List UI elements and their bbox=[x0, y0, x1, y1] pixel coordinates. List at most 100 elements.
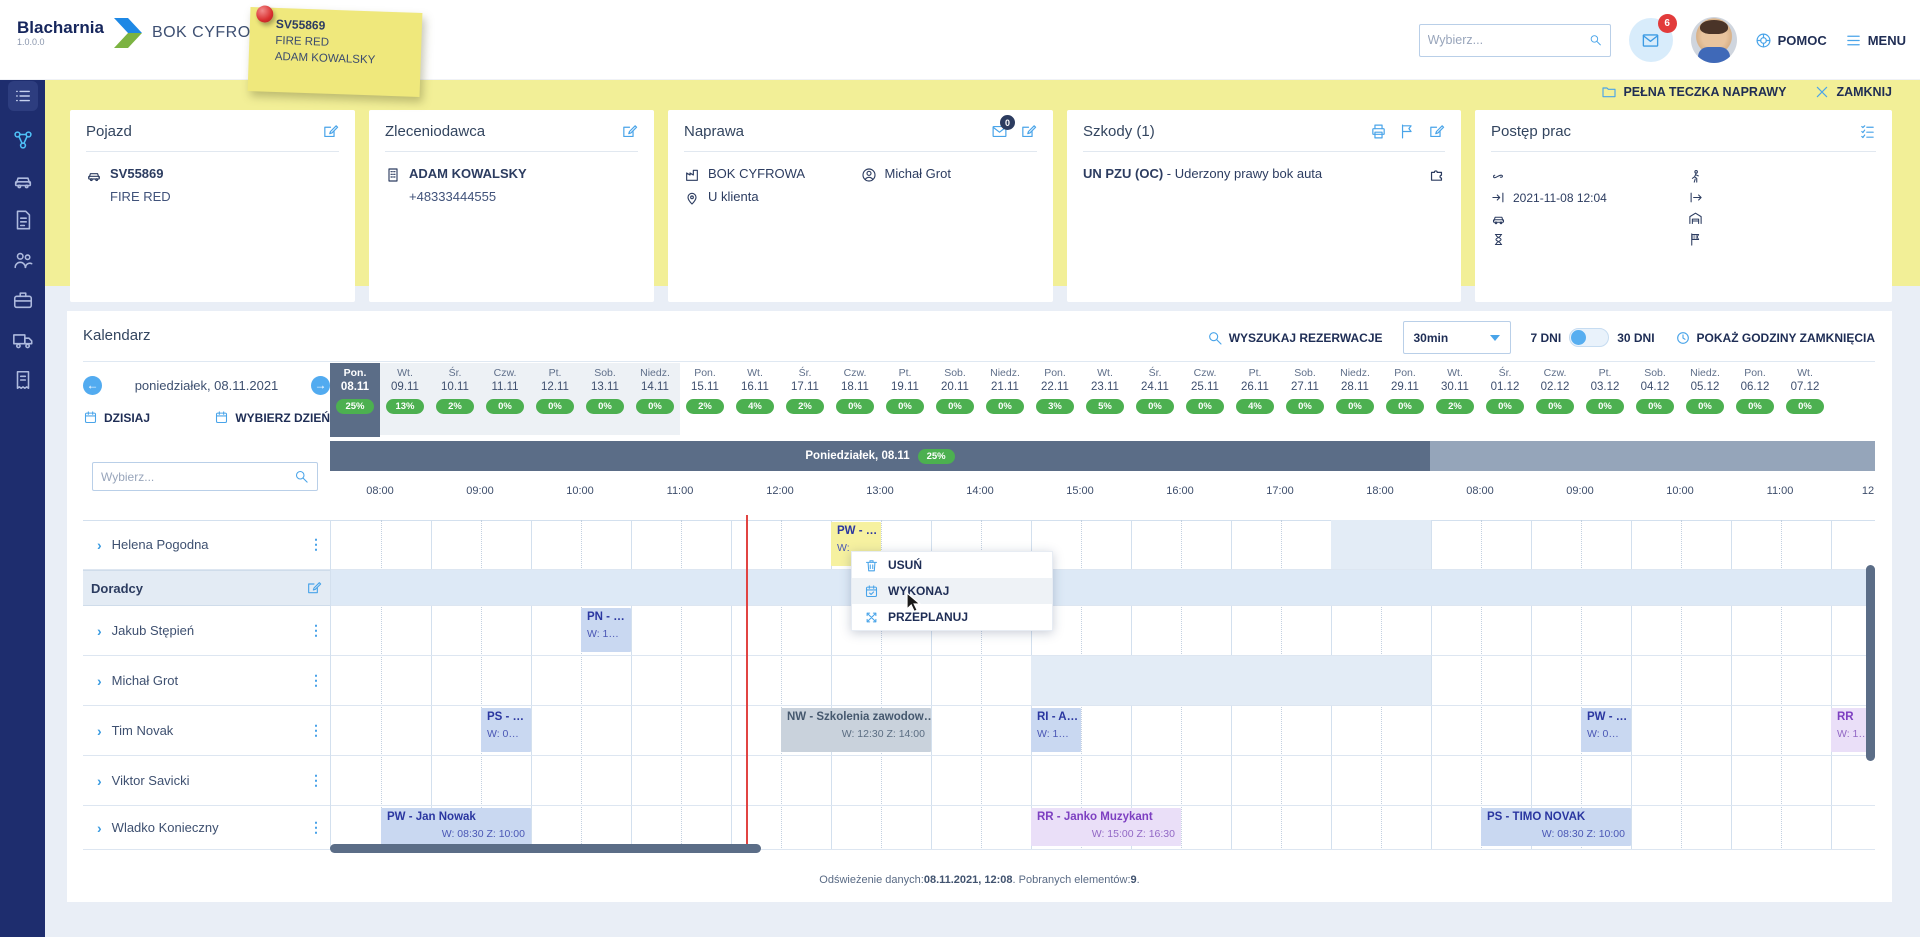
kebab-menu-icon[interactable]: ⋮ bbox=[309, 536, 324, 552]
day-column[interactable]: Pon. 06.12 0% bbox=[1730, 363, 1780, 435]
close-case-button[interactable]: ZAMKNIJ bbox=[1814, 84, 1892, 100]
search-icon[interactable] bbox=[294, 469, 309, 484]
calendar-event[interactable]: PS - TIMO NOVAK W: 08:30 Z: 10:00 bbox=[1481, 808, 1631, 846]
chevron-right-icon[interactable]: › bbox=[97, 819, 102, 836]
sidebar-item-truck-icon[interactable] bbox=[12, 329, 34, 351]
sidebar-item-document-icon[interactable] bbox=[12, 209, 34, 231]
sidebar-item-briefcase-icon[interactable] bbox=[12, 289, 34, 311]
horizontal-scrollbar[interactable] bbox=[330, 844, 761, 853]
kebab-menu-icon[interactable]: ⋮ bbox=[309, 819, 324, 835]
vertical-scrollbar[interactable] bbox=[1866, 565, 1875, 761]
checklist-icon[interactable] bbox=[1859, 123, 1876, 140]
day-column[interactable]: Wt. 30.11 2% bbox=[1430, 363, 1480, 435]
chevron-right-icon[interactable]: › bbox=[97, 536, 102, 553]
kebab-menu-icon[interactable]: ⋮ bbox=[309, 772, 324, 788]
sidebar-item-car-icon[interactable] bbox=[12, 169, 34, 191]
day-column[interactable]: Czw. 11.11 0% bbox=[480, 363, 530, 435]
sticky-note[interactable]: SV55869 FIRE RED ADAM KOWALSKY bbox=[247, 5, 423, 97]
day-column[interactable]: Wt. 09.11 13% bbox=[380, 363, 430, 435]
day-column[interactable]: Czw. 02.12 0% bbox=[1530, 363, 1580, 435]
kebab-menu-icon[interactable]: ⋮ bbox=[309, 722, 324, 738]
search-reservations-button[interactable]: WYSZUKAJ REZERWACJE bbox=[1207, 330, 1383, 346]
schedule-row[interactable] bbox=[331, 756, 1875, 806]
full-folder-button[interactable]: PEŁNA TECZKA NAPRAWY bbox=[1601, 84, 1786, 100]
calendar-event[interactable]: PN - … W: 1… bbox=[581, 608, 631, 652]
resource-row-label[interactable]: › Jakub Stępień ⋮ bbox=[83, 606, 330, 656]
calendar-event[interactable]: RI - A… W: 1… bbox=[1031, 708, 1081, 752]
app-logo[interactable]: Blacharnia 1.0.0.0 BOK CYFROWA bbox=[17, 18, 277, 48]
resource-row-label[interactable]: › Helena Pogodna ⋮ bbox=[83, 520, 330, 570]
calendar-event[interactable]: PS - … W: 0… bbox=[481, 708, 531, 752]
day-column[interactable]: Pon. 22.11 3% bbox=[1030, 363, 1080, 435]
day-column[interactable]: Niedz. 05.12 0% bbox=[1680, 363, 1730, 435]
day-column[interactable]: Śr. 24.11 0% bbox=[1130, 363, 1180, 435]
calendar-event[interactable]: RR - Janko Muzykant W: 15:00 Z: 16:30 bbox=[1031, 808, 1181, 846]
resource-row-label[interactable]: › Michał Grot ⋮ bbox=[83, 656, 330, 706]
day-column[interactable]: Wt. 16.11 4% bbox=[730, 363, 780, 435]
flag-icon[interactable] bbox=[1399, 123, 1416, 140]
sidebar-item-team-icon[interactable] bbox=[12, 249, 34, 271]
resource-filter-input[interactable] bbox=[101, 469, 294, 484]
help-button[interactable]: POMOC bbox=[1755, 32, 1827, 49]
day-column[interactable]: Sob. 27.11 0% bbox=[1280, 363, 1330, 435]
day-column[interactable]: Pon. 08.11 25% bbox=[330, 363, 380, 437]
day-column[interactable]: Pon. 29.11 0% bbox=[1380, 363, 1430, 435]
day-column[interactable]: Sob. 20.11 0% bbox=[930, 363, 980, 435]
day-column[interactable]: Wt. 07.12 0% bbox=[1780, 363, 1830, 435]
sidebar-item-planner-icon[interactable] bbox=[12, 129, 34, 151]
day-column[interactable]: Czw. 18.11 0% bbox=[830, 363, 880, 435]
day-column[interactable]: Pt. 12.11 0% bbox=[530, 363, 580, 435]
day-column[interactable]: Wt. 23.11 5% bbox=[1080, 363, 1130, 435]
day-column[interactable]: Niedz. 14.11 0% bbox=[630, 363, 680, 435]
print-icon[interactable] bbox=[1370, 123, 1387, 140]
puzzle-icon[interactable] bbox=[1428, 166, 1445, 183]
menu-button[interactable]: MENU bbox=[1845, 32, 1906, 49]
sidebar-item-invoice-icon[interactable] bbox=[12, 369, 34, 391]
interval-select[interactable]: 30min bbox=[1402, 321, 1511, 354]
chevron-right-icon[interactable]: › bbox=[97, 722, 102, 739]
prev-day-button[interactable]: ← bbox=[83, 375, 102, 395]
day-column[interactable]: Śr. 10.11 2% bbox=[430, 363, 480, 435]
repair-mail-icon[interactable]: 0 bbox=[991, 115, 1015, 140]
context-menu-item-wykonaj[interactable]: WYKONAJ bbox=[852, 578, 1052, 604]
user-avatar[interactable] bbox=[1690, 17, 1737, 63]
schedule-row[interactable]: PS - … W: 0… NW - Szkolenia zawodow… W: 12:… bbox=[331, 706, 1875, 756]
today-button[interactable]: DZISIAJ bbox=[83, 410, 150, 425]
resource-row-label[interactable]: › Viktor Savicki ⋮ bbox=[83, 756, 330, 806]
context-menu-item-usuń[interactable]: USUŃ bbox=[852, 552, 1052, 578]
search-icon[interactable] bbox=[1589, 32, 1602, 48]
chevron-right-icon[interactable]: › bbox=[97, 772, 102, 789]
resource-row-label[interactable]: › Wladko Konieczny ⋮ bbox=[83, 806, 330, 850]
day-column[interactable]: Niedz. 21.11 0% bbox=[980, 363, 1030, 435]
day-column[interactable]: Pon. 15.11 2% bbox=[680, 363, 730, 435]
day-column[interactable]: Niedz. 28.11 0% bbox=[1330, 363, 1380, 435]
range-toggle[interactable] bbox=[1569, 328, 1610, 347]
edit-icon[interactable] bbox=[621, 123, 638, 140]
calendar-event[interactable]: PW - … W: 0… bbox=[1581, 708, 1631, 752]
day-column[interactable]: Pt. 03.12 0% bbox=[1580, 363, 1630, 435]
next-day-button[interactable]: → bbox=[310, 375, 330, 395]
schedule-row[interactable]: PW - Jan Nowak W: 08:30 Z: 10:00 RR - Jank… bbox=[331, 806, 1875, 850]
day-column[interactable]: Śr. 01.12 0% bbox=[1480, 363, 1530, 435]
kebab-menu-icon[interactable]: ⋮ bbox=[309, 672, 324, 688]
edit-icon[interactable] bbox=[322, 123, 339, 140]
day-column[interactable]: Sob. 13.11 0% bbox=[580, 363, 630, 435]
edit-icon[interactable] bbox=[1020, 123, 1037, 140]
resource-row-label[interactable]: › Tim Novak ⋮ bbox=[83, 706, 330, 756]
day-column[interactable]: Pt. 19.11 0% bbox=[880, 363, 930, 435]
calendar-event[interactable]: PW - Jan Nowak W: 08:30 Z: 10:00 bbox=[381, 808, 531, 846]
schedule-row[interactable]: PW - … W: bbox=[331, 520, 1875, 570]
global-search[interactable] bbox=[1418, 23, 1611, 57]
day-column[interactable]: Sob. 04.12 0% bbox=[1630, 363, 1680, 435]
kebab-menu-icon[interactable]: ⋮ bbox=[309, 622, 324, 638]
context-menu-item-przeplanuj[interactable]: PRZEPLANUJ bbox=[852, 604, 1052, 630]
day-column[interactable]: Pt. 26.11 4% bbox=[1230, 363, 1280, 435]
day-column[interactable]: Czw. 25.11 0% bbox=[1180, 363, 1230, 435]
chevron-right-icon[interactable]: › bbox=[97, 672, 102, 689]
show-closing-hours-button[interactable]: POKAŻ GODZINY ZAMKNIĘCIA bbox=[1675, 330, 1875, 346]
calendar-event[interactable]: NW - Szkolenia zawodow… W: 12:30 Z: 14:00 bbox=[781, 708, 931, 752]
schedule-row[interactable]: PN - … W: 1… bbox=[331, 606, 1875, 656]
pick-day-button[interactable]: WYBIERZ DZIEŃ bbox=[214, 410, 330, 425]
sidebar-item-orders-list-icon[interactable] bbox=[7, 81, 38, 111]
chevron-right-icon[interactable]: › bbox=[97, 622, 102, 639]
